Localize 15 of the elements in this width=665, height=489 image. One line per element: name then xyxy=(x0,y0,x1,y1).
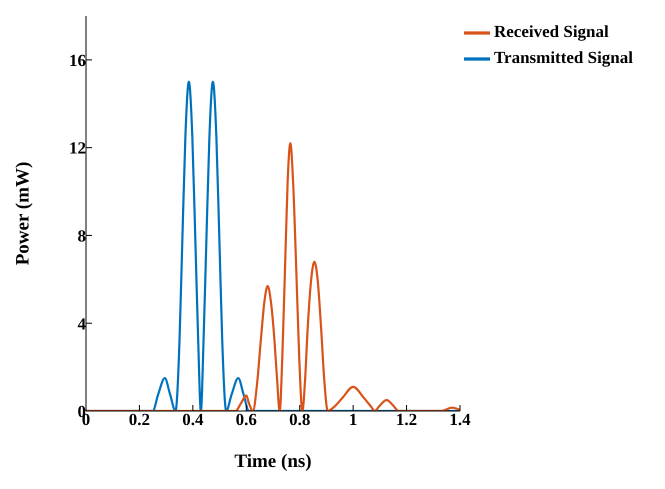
legend-label: Transmitted Signal xyxy=(494,48,633,67)
x-tick-label: 1.4 xyxy=(449,410,472,430)
y-tick-label: 16 xyxy=(69,50,86,70)
legend-label: Received Signal xyxy=(494,22,609,41)
x-tick-label: 0.2 xyxy=(128,410,150,430)
x-tick-label: 1.2 xyxy=(396,410,418,430)
y-axis-title: Power (mW) xyxy=(12,162,34,266)
x-tick-label: 0.4 xyxy=(182,410,204,430)
x-tick-label: 0.6 xyxy=(236,410,257,430)
y-tick-label: 4 xyxy=(78,314,86,334)
x-tick-label: 0.8 xyxy=(289,410,310,430)
y-tick-label: 8 xyxy=(78,226,86,246)
y-tick-label: 12 xyxy=(69,138,86,158)
x-tick-label: 1 xyxy=(348,410,358,430)
x-axis-title: Time (ns) xyxy=(234,451,312,472)
